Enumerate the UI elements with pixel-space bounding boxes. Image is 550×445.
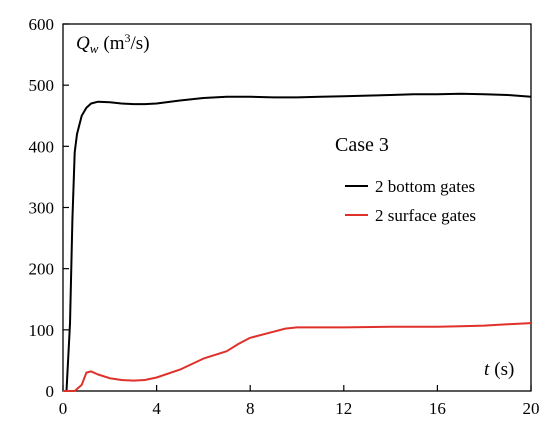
x-tick-label: 16	[429, 399, 446, 418]
legend-label: 2 bottom gates	[375, 177, 475, 196]
y-tick-label: 200	[29, 260, 55, 279]
x-tick-label: 4	[152, 399, 161, 418]
y-axis-label: Qw (m3/s)	[76, 31, 150, 56]
y-axis-subscript: w	[90, 41, 99, 56]
x-axis-unit: (s)	[494, 359, 514, 380]
case-annotation: Case 3	[335, 134, 389, 156]
y-axis-unit-end: /s)	[131, 33, 150, 54]
x-tick-label: 0	[59, 399, 68, 418]
series-lines	[63, 92, 532, 392]
y-axis-unit-start: (m	[103, 33, 124, 54]
y-tick-label: 300	[29, 199, 55, 218]
y-axis-unit-superscript: 3	[125, 31, 131, 45]
y-axis-symbol: Q	[76, 33, 90, 54]
x-tick-label: 20	[523, 399, 540, 418]
x-axis-label: t (s)	[484, 359, 514, 380]
y-tick-label: 100	[29, 321, 55, 340]
x-tick-label: 8	[246, 399, 255, 418]
series-line-1	[63, 92, 532, 392]
series-line-2	[63, 322, 532, 392]
x-axis-symbol: t	[484, 359, 490, 380]
x-tick-label: 12	[335, 399, 352, 418]
y-tick-label: 500	[29, 76, 55, 95]
legend-label: 2 surface gates	[375, 206, 476, 225]
y-tick-label: 400	[29, 137, 55, 156]
legend: 2 bottom gates 2 surface gates	[345, 177, 476, 225]
y-tick-label: 0	[46, 382, 55, 401]
y-tick-label: 600	[29, 15, 55, 34]
